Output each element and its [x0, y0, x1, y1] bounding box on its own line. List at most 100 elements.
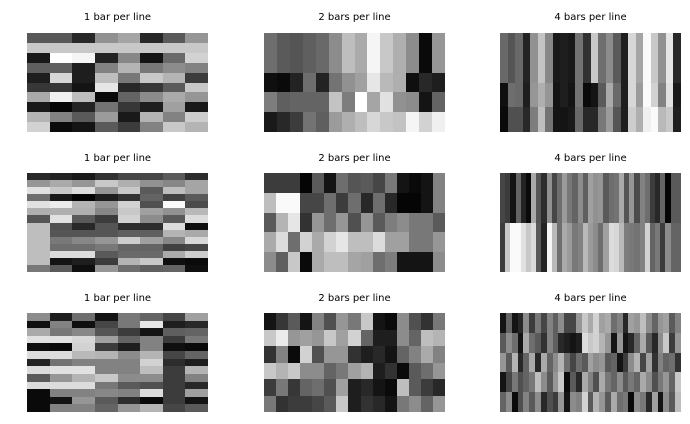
- heatmap-cell: [560, 58, 568, 83]
- heatmap-cell: [500, 58, 508, 83]
- heatmap-cell: [367, 92, 380, 112]
- heatmap-cell: [140, 208, 163, 215]
- heatmap-cell: [508, 58, 515, 83]
- heatmap-cell: [118, 397, 140, 404]
- heatmap-cell: [118, 102, 140, 112]
- heatmap-cell: [599, 333, 605, 353]
- heatmap-cell: [558, 333, 564, 353]
- heatmap-cell: [380, 92, 393, 112]
- heatmap-cell: [72, 313, 95, 321]
- heatmap-cell: [406, 53, 419, 73]
- heatmap-cell: [50, 382, 72, 389]
- heatmap-cell: [140, 122, 163, 132]
- heatmap-cell: [562, 173, 567, 223]
- heatmap-cell: [545, 33, 553, 58]
- heatmap-cell: [433, 363, 445, 379]
- heatmap-cell: [529, 333, 535, 353]
- heatmap-cell: [593, 313, 599, 333]
- heatmap-cell: [500, 392, 506, 412]
- heatmap-cell: [316, 53, 329, 73]
- heatmap-cell: [185, 343, 208, 351]
- heatmap-cell: [538, 58, 545, 83]
- heatmap-cell: [506, 313, 512, 333]
- heatmap-cell: [634, 353, 640, 372]
- heatmap-cell: [541, 333, 547, 353]
- heatmap-cell: [380, 33, 393, 53]
- heatmap-cell: [50, 43, 72, 53]
- heatmap-cell: [348, 363, 361, 379]
- heatmap-cell: [329, 92, 342, 112]
- heatmap-cell: [336, 363, 348, 379]
- heatmap-cell: [185, 194, 208, 201]
- heatmap-cell: [348, 232, 361, 252]
- heatmap-cell: [553, 83, 560, 107]
- heatmap-cell: [72, 397, 95, 404]
- heatmap-cell: [547, 173, 552, 223]
- heatmap-cell: [95, 382, 118, 389]
- heatmap-cell: [163, 201, 185, 208]
- heatmap-cell: [185, 321, 208, 328]
- heatmap-cell: [185, 382, 208, 389]
- heatmap-cell: [185, 122, 208, 132]
- heatmap-cell: [576, 313, 582, 333]
- heatmap-cell: [500, 83, 508, 107]
- heatmap-cell: [95, 33, 118, 43]
- heatmap-cell: [140, 73, 163, 83]
- heatmap-cell: [651, 107, 658, 132]
- heatmap-cell: [118, 336, 140, 343]
- heatmap-cell: [628, 353, 634, 372]
- heatmap-cell: [500, 33, 508, 58]
- heatmap-cell: [628, 58, 636, 83]
- heatmap-cell: [397, 346, 409, 363]
- heatmap-cell: [373, 232, 385, 252]
- heatmap-cell: [593, 353, 599, 372]
- heatmap-cell: [72, 244, 95, 251]
- heatmap-cell: [669, 313, 675, 333]
- heatmap-cell: [582, 333, 588, 353]
- heatmap-cell: [72, 328, 95, 336]
- heatmap-cell: [526, 173, 531, 223]
- heatmap-cell: [118, 194, 140, 201]
- heatmap-cell: [324, 313, 336, 330]
- heatmap-cell: [72, 321, 95, 328]
- heatmap-cell: [288, 330, 300, 346]
- heatmap-cell: [276, 252, 288, 272]
- heatmap-cell: [185, 313, 208, 321]
- heatmap-cell: [373, 173, 385, 193]
- heatmap-cell: [140, 215, 163, 223]
- heatmap-cell: [342, 33, 355, 53]
- heatmap-cell: [557, 173, 562, 223]
- heatmap-cell: [336, 173, 348, 193]
- heatmap-cell: [185, 215, 208, 223]
- heatmap-cell: [541, 392, 547, 412]
- heatmap-cell: [27, 53, 50, 63]
- heatmap-cell: [163, 33, 185, 43]
- heatmap-cell: [336, 193, 348, 213]
- heatmap-cell: [140, 258, 163, 265]
- heatmap-cell: [264, 313, 276, 330]
- heatmap-cell: [264, 379, 276, 396]
- heatmap-cell: [348, 213, 361, 232]
- heatmap-cell: [564, 313, 570, 333]
- heatmap-cell: [185, 351, 208, 359]
- heatmap-cell: [324, 213, 336, 232]
- heatmap-cell: [621, 107, 628, 132]
- heatmap-cell: [373, 379, 385, 396]
- heatmap-cell: [361, 213, 373, 232]
- heatmap-cell: [303, 92, 316, 112]
- heatmap-cell: [628, 392, 634, 412]
- heatmap-cell: [397, 379, 409, 396]
- heatmap-cell: [606, 58, 613, 83]
- heatmap-cell: [163, 265, 185, 272]
- heatmap-cell: [277, 92, 290, 112]
- heatmap-cell: [163, 359, 185, 366]
- heatmap-cell: [373, 213, 385, 232]
- heatmap-cell: [606, 33, 613, 58]
- heatmap-cell: [628, 107, 636, 132]
- heatmap-cell: [658, 372, 663, 392]
- heatmap-cell: [329, 53, 342, 73]
- heatmap-cell: [163, 173, 185, 180]
- heatmap-cell: [578, 223, 583, 272]
- heatmap-cell: [406, 112, 419, 132]
- heatmap-panel: [264, 33, 445, 132]
